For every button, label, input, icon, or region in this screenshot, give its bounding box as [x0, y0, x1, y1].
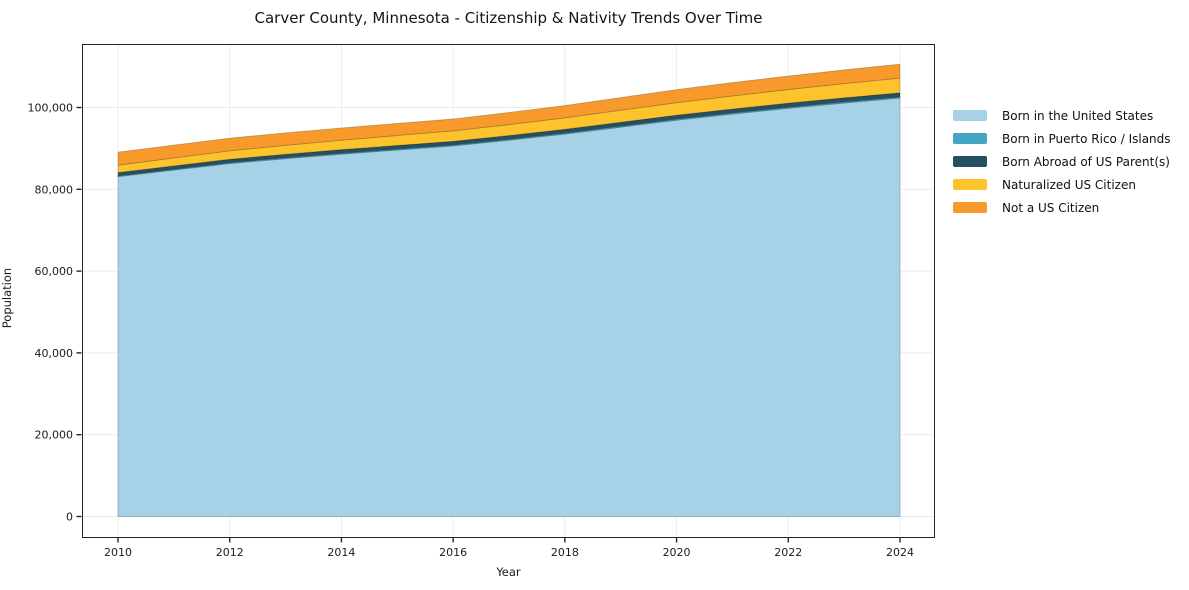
legend-swatch: [953, 156, 987, 167]
y-tick-label: 20,000: [35, 429, 74, 442]
legend-item: Born in Puerto Rico / Islands: [953, 127, 1171, 150]
x-tick-label: 2020: [663, 546, 691, 559]
y-tick-label: 0: [66, 511, 73, 524]
x-tick-label: 2018: [551, 546, 579, 559]
legend-label: Naturalized US Citizen: [1002, 177, 1136, 192]
legend-swatch: [953, 179, 987, 190]
legend-swatch: [953, 202, 987, 213]
plot-area: 0 20,000 40,000 60,000 80,000 100,000 2010 2012…: [28, 44, 935, 559]
legend-label: Born Abroad of US Parent(s): [1002, 154, 1170, 169]
legend-item: Born in the United States: [953, 104, 1171, 127]
legend-label: Born in Puerto Rico / Islands: [1002, 131, 1171, 146]
legend-swatch: [953, 110, 987, 121]
y-tick-label: 80,000: [35, 183, 74, 196]
legend-swatch: [953, 133, 987, 144]
x-tick-label: 2016: [439, 546, 467, 559]
legend-item: Not a US Citizen: [953, 196, 1171, 219]
x-tick-label: 2022: [774, 546, 802, 559]
y-tick-label: 100,000: [28, 102, 74, 115]
x-tick-label: 2014: [327, 546, 355, 559]
legend-label: Born in the United States: [1002, 108, 1154, 123]
legend-item: Born Abroad of US Parent(s): [953, 150, 1171, 173]
x-tick-label: 2012: [216, 546, 244, 559]
y-tick-label: 40,000: [35, 347, 74, 360]
x-tick-label: 2024: [886, 546, 914, 559]
chart-title: Carver County, Minnesota - Citizenship &…: [254, 9, 763, 27]
legend: Born in the United States Born in Puerto …: [953, 104, 1171, 219]
legend-label: Not a US Citizen: [1002, 200, 1100, 215]
stacked-area-plot: 0 20,000 40,000 60,000 80,000 100,000 2010 2012…: [28, 45, 933, 559]
x-tick-label: 2010: [104, 546, 132, 559]
y-tick-label: 60,000: [35, 265, 74, 278]
x-axis-label: Year: [496, 565, 521, 579]
y-axis-label: Population: [0, 267, 14, 329]
legend-item: Naturalized US Citizen: [953, 173, 1171, 196]
area-band-not-a-us-citizen: [117, 63, 901, 166]
